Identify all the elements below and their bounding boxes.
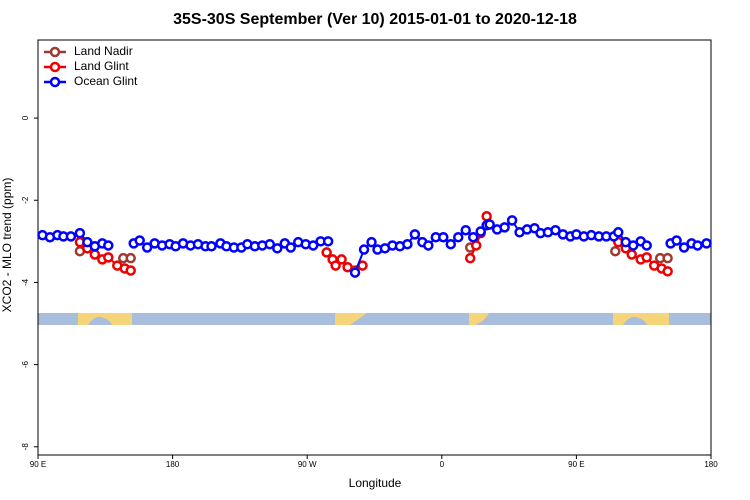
data-point [467, 231, 479, 243]
x-tick-label: 180 [704, 460, 718, 469]
data-point [264, 238, 276, 250]
data-point [423, 240, 434, 251]
data-point [65, 231, 77, 242]
map-strip [38, 313, 711, 325]
y-tick-label: -2 [21, 196, 30, 204]
data-point [662, 252, 673, 264]
legend-label: Land Nadir [74, 44, 133, 58]
legend-marker [49, 61, 61, 73]
x-tick-label: 90 E [30, 460, 46, 469]
data-point [627, 240, 639, 251]
x-tick-label: 90 E [568, 460, 584, 469]
data-point [484, 219, 495, 230]
chart-title: 35S-30S September (Ver 10) 2015-01-01 to… [173, 11, 577, 28]
data-point [499, 222, 510, 233]
y-tick-label: -8 [21, 443, 30, 451]
data-point [74, 227, 86, 239]
data-point [330, 260, 341, 271]
data-point [481, 211, 492, 222]
legend-marker [49, 46, 61, 58]
data-point [349, 267, 361, 278]
data-point [272, 243, 283, 254]
y-tick-label: 0 [21, 115, 30, 120]
data-point [641, 252, 652, 263]
x-tick-label: 90 W [298, 460, 317, 469]
x-tick-label: 180 [166, 460, 180, 469]
x-tick-label: 0 [440, 460, 445, 469]
plot-frame [37, 39, 712, 456]
legend-marker [49, 76, 61, 88]
data-point [506, 215, 518, 226]
data-point [701, 238, 712, 249]
data-point [125, 265, 136, 276]
data-point [336, 254, 347, 265]
data-point [342, 261, 353, 273]
data-point [445, 238, 457, 250]
data-point [692, 240, 703, 251]
data-point [134, 235, 145, 246]
land-detail [623, 316, 647, 325]
data-point [550, 224, 561, 236]
data-point [321, 247, 332, 258]
data-point [125, 252, 136, 264]
data-point [322, 236, 334, 247]
data-point [438, 231, 449, 243]
data-point [358, 244, 370, 255]
data-point [82, 236, 93, 248]
data-point [610, 245, 621, 257]
data-point [402, 238, 413, 250]
data-point [453, 231, 464, 243]
data-point [409, 229, 421, 240]
data-point [366, 236, 377, 248]
data-point [475, 226, 486, 237]
legend-label: Land Glint [74, 59, 129, 73]
data-point [464, 252, 476, 264]
data-point [285, 242, 296, 253]
data-point [103, 252, 114, 263]
data-point [307, 240, 319, 251]
data-point [470, 240, 482, 251]
land-detail [88, 316, 112, 325]
data-point [460, 224, 471, 236]
data-point [671, 235, 682, 246]
data-point [641, 240, 652, 251]
data-point [626, 249, 637, 260]
y-tick-label: -4 [21, 278, 30, 286]
data-point [678, 242, 690, 253]
y-tick-label: -6 [21, 361, 30, 369]
x-axis-label: Longitude [349, 476, 402, 490]
data-point [103, 240, 114, 251]
land-detail [350, 313, 367, 325]
land-patch [469, 313, 489, 325]
data-point [613, 227, 624, 238]
y-axis-label: XCO2 - MLO trend (ppm) [0, 178, 14, 313]
ocean-band [38, 313, 711, 325]
data-point [662, 266, 673, 277]
legend-label: Ocean Glint [74, 74, 138, 88]
data-point [206, 241, 217, 252]
data-point [141, 242, 153, 253]
